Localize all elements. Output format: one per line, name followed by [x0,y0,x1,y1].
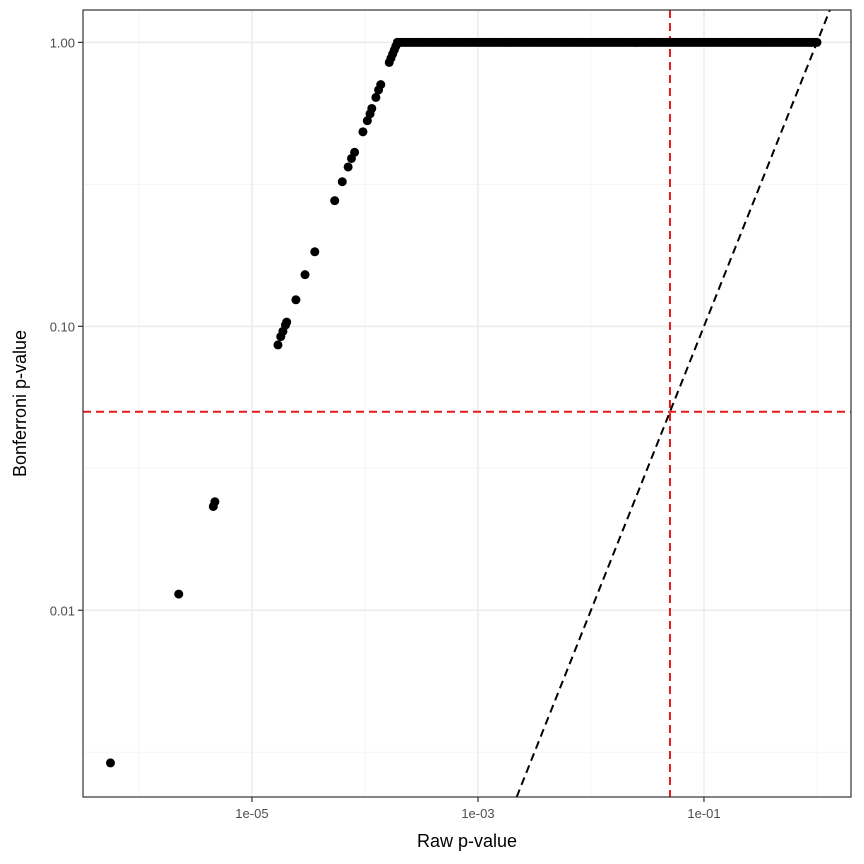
panel-border [82,9,852,798]
data-point [210,497,220,507]
data-point [343,162,353,172]
data-point [358,127,368,137]
reference-lines [83,9,851,798]
data-point [812,37,822,47]
data-point [291,295,301,305]
data-point [310,247,320,257]
x-tick-label: 1e-03 [461,806,494,821]
y-axis: 0.01 0.10 1.00 [50,35,83,618]
data-point [350,147,360,157]
y-tick-label: 1.00 [50,35,75,50]
data-point [330,196,340,206]
identity-line [515,9,831,798]
data-point [105,758,115,768]
plot-panel [82,9,852,798]
data-point [300,270,310,280]
data-point [337,177,347,187]
y-tick-label: 0.10 [50,319,75,334]
x-axis-title: Raw p-value [417,831,517,851]
data-point [371,92,381,102]
data-point [376,80,386,90]
x-tick-label: 1e-01 [687,806,720,821]
data-point [282,317,292,327]
y-tick-label: 0.01 [50,603,75,618]
data-point [367,103,377,113]
x-axis: 1e-05 1e-03 1e-01 [235,797,721,821]
data-points [105,37,822,768]
minor-gridlines [83,10,851,797]
data-point [273,340,283,350]
y-axis-title: Bonferroni p-value [10,330,30,477]
data-point [362,116,372,126]
data-point [174,589,184,599]
x-tick-label: 1e-05 [235,806,268,821]
